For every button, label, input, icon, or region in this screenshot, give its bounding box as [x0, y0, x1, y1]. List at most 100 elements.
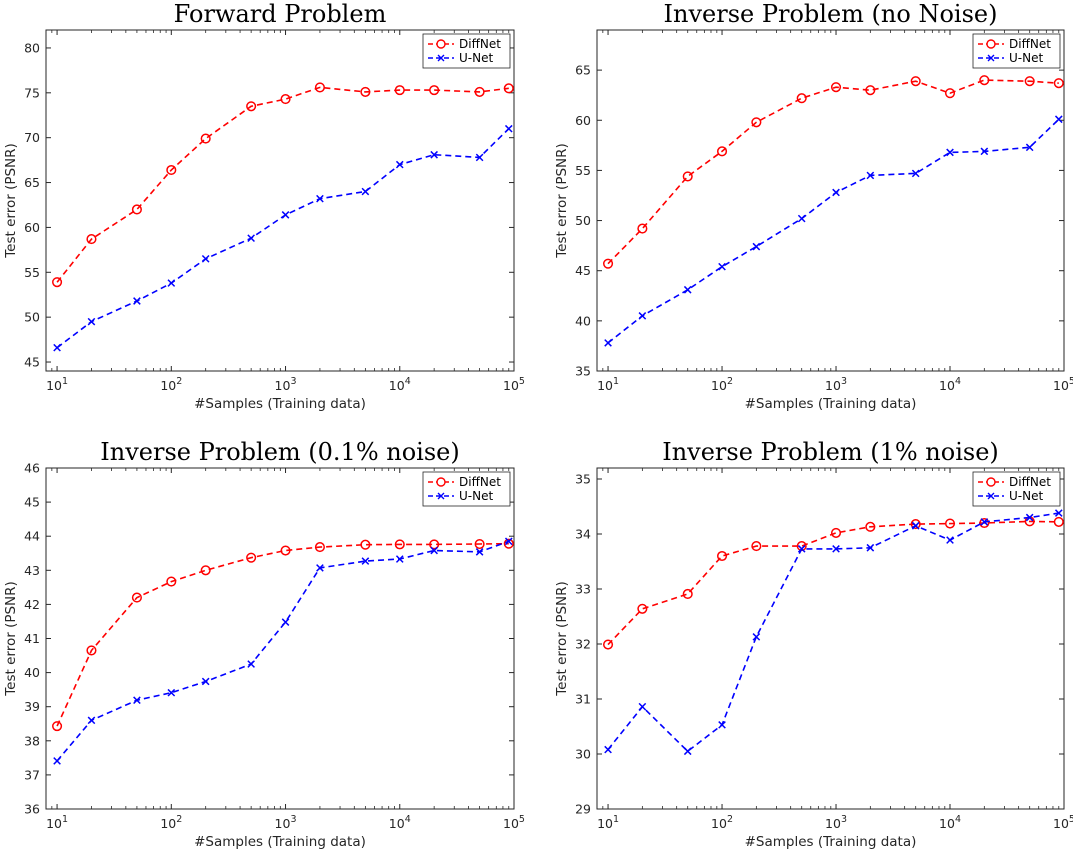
- x-tick-label: 101: [46, 376, 68, 393]
- series-diffnet: [52, 82, 514, 288]
- data-point: [796, 93, 807, 104]
- y-axis-label: Test error (PSNR): [554, 581, 570, 697]
- y-tick-label: 60: [575, 113, 591, 128]
- legend-marker: [986, 39, 996, 49]
- data-point: [133, 696, 141, 705]
- legend-marker: [986, 477, 996, 487]
- data-point: [394, 85, 405, 96]
- data-point: [166, 164, 177, 176]
- chart-title: Forward Problem: [174, 0, 387, 28]
- y-tick-label: 30: [575, 747, 591, 762]
- data-point: [832, 545, 840, 553]
- data-point: [361, 557, 370, 565]
- y-tick-label: 33: [575, 582, 591, 597]
- data-point: [200, 133, 211, 144]
- y-tick-label: 38: [24, 733, 40, 748]
- data-point: [911, 521, 920, 530]
- legend-label: U-Net: [459, 489, 493, 503]
- series-u-net: [604, 115, 1063, 347]
- data-point: [430, 546, 438, 555]
- x-tick-label: 102: [711, 376, 733, 393]
- data-point: [979, 517, 990, 529]
- data-point: [503, 538, 514, 549]
- data-point: [394, 539, 405, 550]
- data-point: [946, 536, 954, 544]
- data-point: [1053, 78, 1064, 89]
- y-axis-label: Test error (PSNR): [3, 143, 19, 259]
- data-point: [683, 285, 692, 294]
- data-point: [52, 721, 63, 732]
- legend-label: DiffNet: [459, 37, 501, 51]
- data-point: [602, 258, 614, 269]
- x-tick-label: 103: [275, 376, 297, 393]
- data-point: [166, 576, 177, 587]
- data-point: [637, 223, 648, 234]
- data-point: [1054, 115, 1063, 124]
- data-point: [474, 538, 485, 550]
- data-point: [87, 317, 96, 326]
- y-tick-label: 46: [24, 461, 40, 476]
- data-point: [247, 234, 255, 243]
- data-point: [1024, 76, 1035, 87]
- data-point: [866, 543, 875, 552]
- x-axis-label: #Samples (Training data): [194, 396, 366, 412]
- data-point: [751, 117, 762, 128]
- data-point: [316, 564, 324, 572]
- data-point: [280, 545, 291, 556]
- data-point: [53, 343, 61, 352]
- data-point: [87, 716, 96, 725]
- legend-label: DiffNet: [1009, 475, 1051, 489]
- data-point: [797, 214, 806, 223]
- data-point: [910, 519, 921, 530]
- y-tick-label: 55: [575, 163, 591, 178]
- x-tick-label: 104: [939, 376, 961, 393]
- plot-area: [596, 467, 1065, 810]
- data-point: [682, 588, 693, 600]
- plot-area: [45, 29, 515, 372]
- data-point: [316, 194, 324, 203]
- series-line: [56, 86, 509, 283]
- data-point: [797, 545, 806, 553]
- data-point: [602, 639, 614, 650]
- data-point: [866, 171, 875, 180]
- y-tick-label: 60: [24, 220, 40, 235]
- chart-panel-2: Inverse Problem (no Noise) 35 40 45 50 55 60 65…: [554, 0, 1073, 412]
- y-tick-label: 70: [24, 130, 40, 145]
- x-tick-label: 105: [1053, 814, 1073, 831]
- data-point: [281, 618, 290, 626]
- data-point: [200, 565, 211, 576]
- data-point: [314, 542, 325, 553]
- data-point: [637, 603, 648, 614]
- data-point: [682, 171, 693, 182]
- y-tick-label: 32: [575, 637, 591, 652]
- data-point: [718, 721, 726, 729]
- y-tick-label: 40: [575, 313, 591, 328]
- chart-panel-1: Forward Problem 45 50 55 60 65 70 75 80 101 102 103…: [3, 0, 525, 412]
- x-tick-label: 104: [389, 376, 411, 393]
- data-point: [604, 745, 612, 754]
- data-point: [865, 521, 876, 532]
- data-point: [979, 75, 990, 86]
- data-point: [638, 702, 647, 711]
- y-tick-label: 39: [24, 699, 40, 714]
- data-point: [716, 146, 728, 157]
- x-tick-label: 102: [711, 814, 733, 831]
- x-tick-label: 103: [825, 814, 847, 831]
- legend-label: U-Net: [459, 51, 493, 65]
- y-tick-label: 41: [24, 631, 40, 646]
- data-point: [86, 234, 97, 245]
- data-point: [131, 592, 142, 603]
- y-tick-label: 50: [24, 310, 40, 325]
- series-line: [56, 542, 509, 727]
- y-tick-label: 31: [575, 692, 591, 707]
- legend-box: [422, 33, 511, 69]
- y-tick-label: 42: [24, 597, 40, 612]
- x-tick-label: 102: [160, 814, 182, 831]
- data-point: [395, 160, 404, 169]
- series-u-net: [604, 509, 1063, 756]
- data-point: [474, 86, 485, 97]
- chart-title: Inverse Problem (1% noise): [662, 438, 999, 466]
